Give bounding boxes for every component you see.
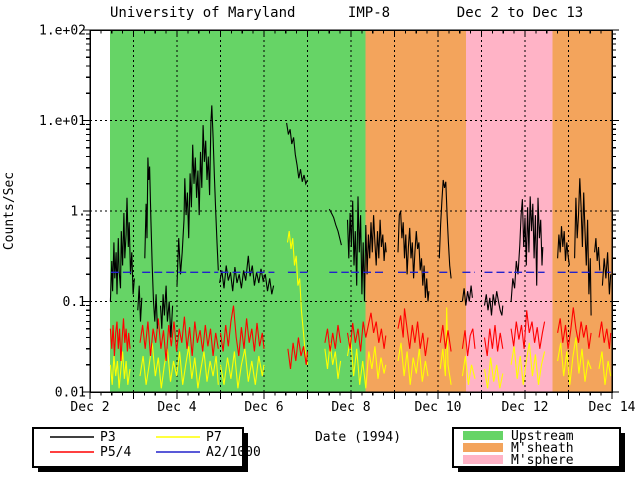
axes-group <box>83 29 619 399</box>
series-path-P54 <box>483 324 504 357</box>
series-path-P7 <box>109 351 131 389</box>
series-path-P7 <box>219 348 265 389</box>
tick-labels-group: Dec 2 Dec 4 Dec 6 Dec 8 Dec 10 Dec 12 Dec 14 1.… <box>39 24 636 416</box>
legend-item-label: P7 <box>206 430 222 445</box>
title-center: IMP-8 <box>348 5 390 21</box>
y-tick-label: 1.e+02 <box>39 24 86 39</box>
region-band-msphere <box>465 30 553 392</box>
y-axis-label: Counts/Sec <box>2 172 17 250</box>
series-path-P54 <box>324 324 342 352</box>
series-path-P54 <box>557 307 592 349</box>
x-tick-label: Dec 10 <box>415 400 462 415</box>
series-path-P7 <box>557 337 592 385</box>
series-path-P3 <box>328 208 342 246</box>
legend-item-label: A2/1000 <box>206 445 261 460</box>
series-path-P54 <box>219 305 265 357</box>
series-path-P3 <box>144 157 158 329</box>
series-group <box>109 105 612 389</box>
x-tick-label: Dec 12 <box>502 400 549 415</box>
region-band-upstream <box>110 30 366 392</box>
series-path-P54 <box>397 308 429 357</box>
legend-swatch-msphere <box>463 455 503 464</box>
title-left: University of Maryland <box>110 5 295 21</box>
series-path-P3 <box>176 105 219 286</box>
series-path-P3 <box>574 178 592 316</box>
series-path-P7 <box>461 355 476 385</box>
x-tick-label: Dec 4 <box>157 400 196 415</box>
series-path-P54 <box>510 310 546 349</box>
series-path-P54 <box>461 328 476 357</box>
series-path-P3 <box>397 210 430 302</box>
plot-frame <box>89 29 613 393</box>
y-tick-label: 1.e+01 <box>39 114 86 129</box>
series-path-P7 <box>510 342 546 385</box>
series-path-P7 <box>286 231 309 365</box>
series-path-P54 <box>139 316 219 362</box>
series-path-P54 <box>287 337 309 369</box>
series-path-P54 <box>598 321 612 349</box>
series-path-P3 <box>346 196 387 302</box>
y-tick-label: 0.1 <box>63 295 86 310</box>
y-tick-label: 1. <box>70 205 86 220</box>
x-tick-label: Dec 8 <box>331 400 370 415</box>
x-tick-label: Dec 14 <box>589 400 636 415</box>
series-path-P54 <box>346 312 387 352</box>
series-path-P7 <box>139 342 219 389</box>
legend-region-label: M'sheath <box>511 441 574 456</box>
x-axis-label: Date (1994) <box>315 430 401 445</box>
series-path-P3 <box>109 197 135 302</box>
series-path-P7 <box>346 337 387 389</box>
legend-region-label: M'sphere <box>511 453 574 468</box>
legend-swatch-msheath <box>463 443 503 452</box>
series-path-P54 <box>439 324 452 352</box>
series-path-P7 <box>324 342 342 379</box>
legend-item-label: P5/4 <box>100 445 131 460</box>
series-path-P3 <box>594 238 601 271</box>
legend-item-label: P3 <box>100 430 116 445</box>
x-tick-label: Dec 6 <box>244 400 283 415</box>
series-path-P3 <box>438 179 452 279</box>
series-path-P3 <box>557 226 570 266</box>
series-path-P7 <box>598 351 612 385</box>
series-path-P3 <box>137 285 143 322</box>
series-path-P3 <box>461 285 473 306</box>
legend-swatch-upstream <box>463 431 503 440</box>
series-path-P7 <box>397 342 429 385</box>
x-tick-label: Dec 2 <box>70 400 109 415</box>
series-path-P54 <box>109 318 131 362</box>
legend-region-label: Upstream <box>511 429 574 444</box>
series-path-P3 <box>159 285 174 338</box>
series-path-P3 <box>286 122 309 186</box>
series-path-P7 <box>483 357 504 389</box>
title-right: Dec 2 to Dec 13 <box>457 5 583 21</box>
series-path-P3 <box>219 255 275 295</box>
series-path-P3 <box>601 252 612 295</box>
y-tick-label: 0.01 <box>55 386 86 401</box>
series-path-P3 <box>483 291 504 316</box>
legend-series-box <box>32 427 244 468</box>
